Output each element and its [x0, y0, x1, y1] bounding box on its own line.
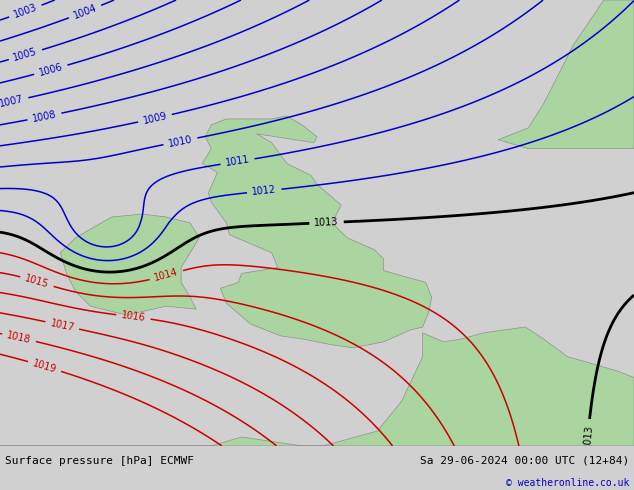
- Text: 1011: 1011: [224, 155, 250, 169]
- Polygon shape: [498, 0, 634, 148]
- Text: 1003: 1003: [12, 2, 39, 20]
- Text: 1006: 1006: [37, 62, 64, 78]
- Text: 1004: 1004: [72, 2, 98, 21]
- Text: 1013: 1013: [582, 423, 594, 449]
- Text: 1008: 1008: [32, 109, 58, 124]
- Text: 1012: 1012: [252, 185, 277, 197]
- Text: 1014: 1014: [153, 267, 179, 283]
- Text: 1010: 1010: [167, 134, 193, 148]
- Text: 1019: 1019: [32, 358, 58, 375]
- Text: 1015: 1015: [24, 273, 50, 290]
- Text: Sa 29-06-2024 00:00 UTC (12+84): Sa 29-06-2024 00:00 UTC (12+84): [420, 456, 629, 466]
- Polygon shape: [202, 116, 432, 348]
- Text: 1005: 1005: [12, 47, 39, 63]
- Text: 1016: 1016: [120, 310, 146, 323]
- Text: Surface pressure [hPa] ECMWF: Surface pressure [hPa] ECMWF: [5, 456, 194, 466]
- Text: 1007: 1007: [0, 94, 25, 109]
- Text: 1018: 1018: [6, 330, 32, 345]
- Text: 1009: 1009: [142, 111, 168, 126]
- Text: 1017: 1017: [49, 318, 75, 333]
- Text: 1013: 1013: [314, 217, 339, 228]
- Polygon shape: [0, 327, 634, 446]
- Text: © weatheronline.co.uk: © weatheronline.co.uk: [505, 478, 629, 488]
- Polygon shape: [60, 214, 199, 315]
